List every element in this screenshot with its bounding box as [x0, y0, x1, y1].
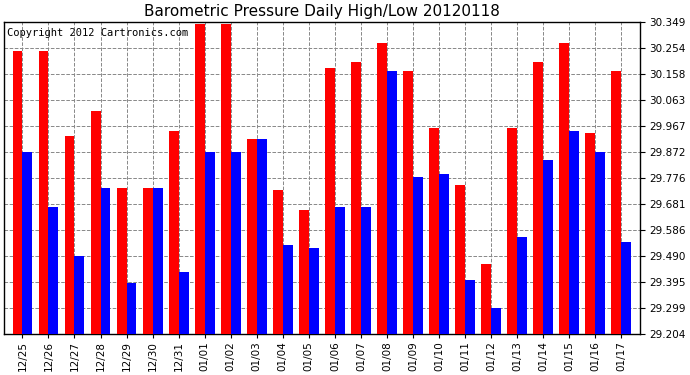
Bar: [221, 24, 230, 334]
Bar: [257, 139, 266, 334]
Bar: [377, 43, 387, 334]
Bar: [195, 24, 205, 334]
Bar: [90, 111, 101, 334]
Bar: [299, 210, 309, 334]
Bar: [325, 68, 335, 334]
Bar: [230, 152, 241, 334]
Bar: [403, 70, 413, 334]
Bar: [518, 237, 527, 334]
Text: Copyright 2012 Cartronics.com: Copyright 2012 Cartronics.com: [8, 28, 188, 38]
Bar: [126, 283, 137, 334]
Bar: [481, 264, 491, 334]
Bar: [101, 188, 110, 334]
Bar: [465, 280, 475, 334]
Bar: [48, 207, 59, 334]
Bar: [247, 139, 257, 334]
Bar: [309, 248, 319, 334]
Bar: [169, 130, 179, 334]
Bar: [595, 152, 605, 334]
Bar: [65, 136, 75, 334]
Bar: [439, 174, 449, 334]
Bar: [117, 188, 126, 334]
Bar: [273, 190, 283, 334]
Bar: [12, 51, 22, 334]
Bar: [611, 70, 622, 334]
Bar: [335, 207, 345, 334]
Bar: [543, 160, 553, 334]
Bar: [143, 188, 152, 334]
Bar: [533, 62, 543, 334]
Bar: [351, 62, 361, 334]
Bar: [39, 51, 48, 334]
Bar: [283, 245, 293, 334]
Bar: [429, 128, 439, 334]
Bar: [22, 152, 32, 334]
Bar: [152, 188, 163, 334]
Bar: [507, 128, 518, 334]
Bar: [585, 133, 595, 334]
Bar: [560, 43, 569, 334]
Bar: [205, 152, 215, 334]
Bar: [569, 130, 579, 334]
Bar: [622, 242, 631, 334]
Bar: [387, 70, 397, 334]
Bar: [179, 272, 188, 334]
Bar: [413, 177, 423, 334]
Bar: [361, 207, 371, 334]
Bar: [75, 256, 84, 334]
Bar: [455, 185, 465, 334]
Bar: [491, 308, 501, 334]
Title: Barometric Pressure Daily High/Low 20120118: Barometric Pressure Daily High/Low 20120…: [144, 4, 500, 19]
